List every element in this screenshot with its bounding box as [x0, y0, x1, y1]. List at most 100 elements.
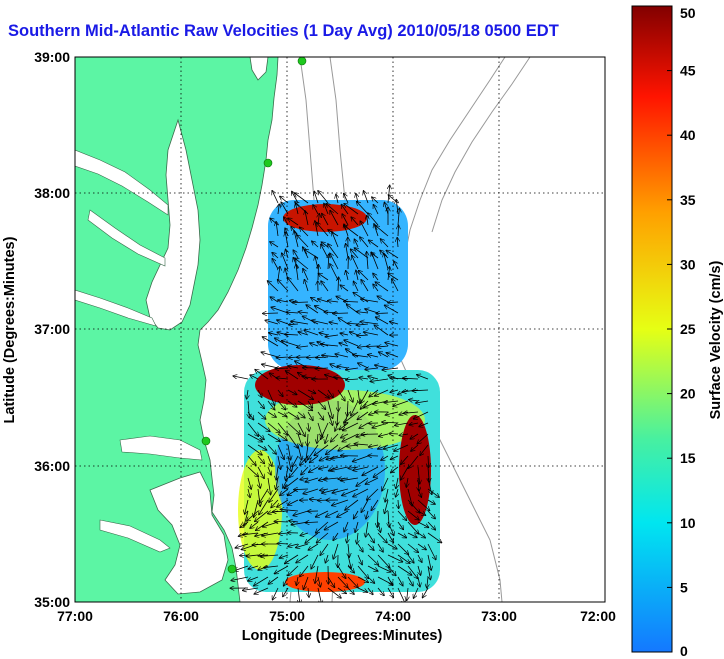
- velocity-vector: [277, 400, 286, 410]
- velocity-vector: [357, 576, 368, 582]
- velocity-vector: [407, 488, 412, 506]
- velocity-vector: [309, 466, 319, 472]
- velocity-vector: [398, 225, 399, 237]
- velocity-vector: [296, 554, 309, 563]
- velocity-vector: [427, 499, 435, 504]
- velocity-vector: [289, 466, 299, 477]
- velocity-vector: [307, 400, 312, 408]
- velocity-vector: [288, 278, 299, 292]
- velocity-vector: [369, 240, 379, 248]
- velocity-vector: [315, 221, 319, 237]
- velocity-vector: [382, 368, 399, 370]
- velocity-vector: [357, 202, 369, 215]
- velocity-vector: [367, 576, 374, 583]
- velocity-vector: [397, 576, 403, 586]
- velocity-vector: [404, 412, 419, 413]
- velocity-vector: [419, 422, 429, 427]
- velocity-vector: [417, 488, 421, 497]
- velocity-vector: [371, 499, 379, 510]
- velocity-vector: [297, 444, 302, 460]
- velocity-vector: [353, 488, 369, 497]
- velocity-vector: [367, 488, 379, 500]
- velocity-vector: [312, 241, 319, 248]
- y-tick-label: 36:00: [34, 458, 70, 474]
- velocity-vector: [338, 318, 349, 325]
- velocity-vector: [327, 400, 333, 418]
- velocity-vector: [417, 543, 426, 550]
- velocity-vector: [411, 444, 419, 451]
- velocity-vector: [396, 477, 398, 488]
- velocity-vector: [368, 355, 379, 357]
- y-tick-labels: 39:00 38:00 37:00 36:00 35:00: [34, 49, 70, 610]
- velocity-vector: [394, 444, 409, 451]
- velocity-vector: [427, 576, 428, 588]
- velocity-vector: [394, 261, 399, 270]
- velocity-vector: [361, 280, 369, 292]
- velocity-vector: [297, 433, 302, 447]
- velocity-vector: [340, 285, 349, 292]
- velocity-vector: [285, 334, 299, 335]
- velocity-vector: [287, 312, 299, 313]
- velocity-vector: [247, 455, 256, 465]
- velocity-vector: [287, 389, 297, 395]
- velocity-vector: [387, 587, 393, 597]
- velocity-vector: [401, 466, 409, 480]
- velocity-vector: [332, 232, 339, 248]
- velocity-vector: [428, 565, 430, 580]
- velocity-vector: [372, 197, 379, 204]
- velocity-vector: [291, 321, 309, 325]
- velocity-vector: [417, 433, 429, 444]
- velocity-vector: [391, 466, 399, 473]
- velocity-vector: [320, 543, 329, 555]
- velocity-vector: [367, 252, 368, 270]
- velocity-vector: [377, 510, 378, 527]
- velocity-vector: [428, 466, 429, 482]
- velocity-vector: [399, 434, 409, 435]
- velocity-vector: [395, 423, 409, 425]
- velocity-vector: [303, 269, 309, 281]
- velocity-vector: [255, 510, 269, 521]
- velocity-vector: [347, 576, 358, 588]
- velocity-vector: [359, 271, 369, 281]
- velocity-vector: [285, 477, 299, 488]
- velocity-vector: [387, 565, 396, 576]
- velocity-vector: [289, 324, 299, 325]
- velocity-vector: [310, 343, 319, 346]
- velocity-vector: [284, 576, 289, 586]
- x-tick-label: 77:00: [57, 608, 93, 624]
- velocity-vector: [278, 204, 279, 215]
- velocity-vector: [344, 194, 349, 204]
- velocity-vector: [417, 499, 430, 511]
- velocity-vector: [297, 422, 305, 436]
- x-tick-label: 72:00: [580, 608, 616, 624]
- james-river: [75, 289, 157, 327]
- velocity-patch-high-east: [399, 415, 431, 525]
- velocity-vector: [337, 576, 348, 588]
- y-tick-label: 37:00: [34, 321, 70, 337]
- velocity-vector: [361, 389, 369, 403]
- velocity-vector: [333, 543, 339, 559]
- velocity-vector: [397, 554, 410, 563]
- velocity-vector: [356, 477, 369, 486]
- velocity-vector: [293, 250, 299, 259]
- velocity-vector: [317, 223, 329, 237]
- velocity-vector: [364, 332, 379, 336]
- velocity-vector: [275, 368, 289, 369]
- velocity-vector: [277, 389, 283, 396]
- velocity-vector: [321, 422, 329, 439]
- velocity-vector: [344, 225, 359, 237]
- velocity-vector: [330, 211, 339, 226]
- velocity-vector: [287, 433, 298, 448]
- velocity-vector: [355, 521, 358, 532]
- velocity-vector: [267, 477, 271, 495]
- velocity-vector: [318, 299, 329, 303]
- velocity-vector: [294, 489, 309, 490]
- velocity-vector: [367, 565, 378, 571]
- velocity-vector: [373, 274, 379, 281]
- potomac-river: [75, 149, 169, 216]
- velocity-vector: [344, 411, 359, 423]
- velocity-vector: [357, 554, 362, 565]
- colorbar-tick-label: 35: [680, 192, 696, 208]
- velocity-vector: [246, 555, 259, 556]
